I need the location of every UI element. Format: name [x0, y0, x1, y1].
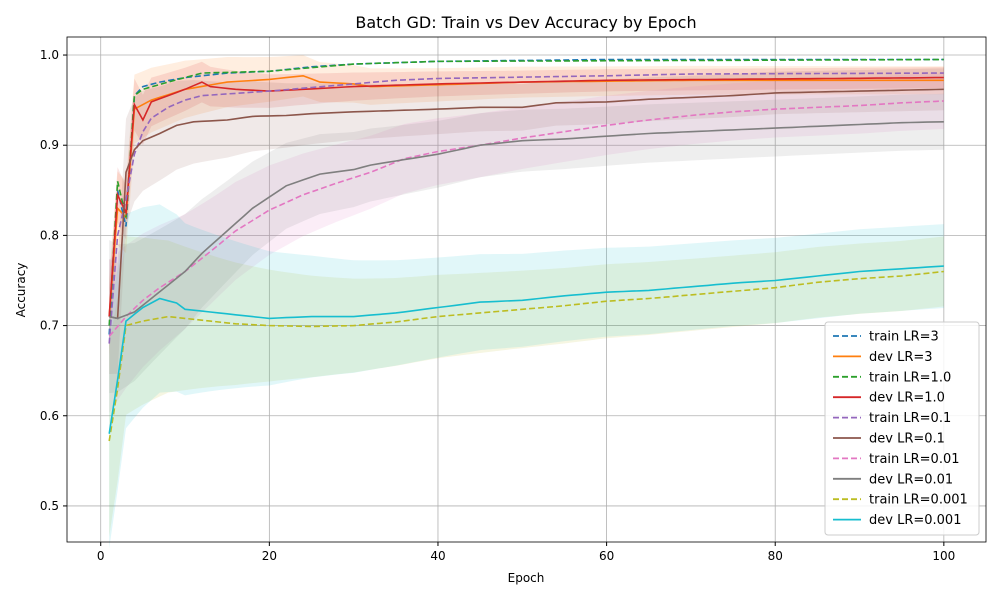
legend-label: train LR=0.01 — [869, 452, 960, 467]
x-tick-label: 100 — [932, 549, 955, 563]
series-lines — [108, 58, 944, 442]
legend-label: dev LR=0.01 — [869, 472, 953, 487]
legend-label: train LR=3 — [869, 330, 939, 345]
x-tick-label: 80 — [768, 549, 783, 563]
y-tick-label: 1.0 — [40, 48, 59, 62]
y-tick-label: 0.5 — [40, 499, 59, 513]
x-tick-label: 60 — [599, 549, 614, 563]
series-line-dev-lr-0-001 — [108, 265, 944, 434]
band-train-lr-0-001 — [109, 236, 944, 537]
series-line-dev-lr-1-0 — [108, 76, 944, 317]
band-dev-lr-0-001 — [109, 204, 944, 549]
confidence-bands — [109, 55, 944, 549]
y-tick-label: 0.8 — [40, 228, 59, 242]
x-tick-label: 0 — [97, 549, 105, 563]
x-tick-label: 40 — [430, 549, 445, 563]
legend-box — [824, 321, 980, 536]
legend: train LR=3 dev LR=3 train LR=1.0 dev LR=1.0… — [824, 321, 980, 536]
legend-label: train LR=0.001 — [869, 493, 968, 508]
series-line-train-lr-0-1 — [108, 72, 944, 344]
band-dev-lr-0-1 — [109, 68, 944, 374]
legend-label: train LR=1.0 — [869, 370, 951, 385]
axes: 0 20 40 60 80 100 0.5 0.6 0.7 0.8 0.9 1.0 — [40, 36, 987, 563]
legend-label: train LR=0.1 — [869, 411, 951, 426]
legend-label: dev LR=1.0 — [869, 391, 945, 406]
band-train-lr-0-01 — [109, 73, 944, 413]
band-dev-lr-3 — [109, 55, 944, 355]
band-dev-lr-1-0 — [109, 61, 944, 346]
legend-label: dev LR=3 — [869, 350, 933, 365]
series-line-dev-lr-0-01 — [109, 121, 944, 320]
y-axis-label: Accuracy — [14, 263, 28, 318]
x-axis-label: Epoch — [508, 571, 545, 585]
legend-label: dev LR=0.001 — [869, 513, 961, 528]
y-tick-label: 0.9 — [40, 138, 59, 152]
y-tick-label: 0.7 — [40, 319, 59, 333]
x-tick-label: 20 — [262, 549, 277, 563]
chart-title: Batch GD: Train vs Dev Accuracy by Epoch — [355, 13, 696, 32]
grid-lines — [67, 37, 986, 542]
y-tick-label: 0.6 — [40, 409, 59, 423]
plot-frame — [66, 36, 987, 543]
series-line-train-lr-0-01 — [108, 100, 944, 337]
series-line-dev-lr-0-1 — [109, 88, 944, 320]
legend-label: dev LR=0.1 — [869, 432, 945, 447]
band-dev-lr-0-01 — [109, 93, 944, 394]
